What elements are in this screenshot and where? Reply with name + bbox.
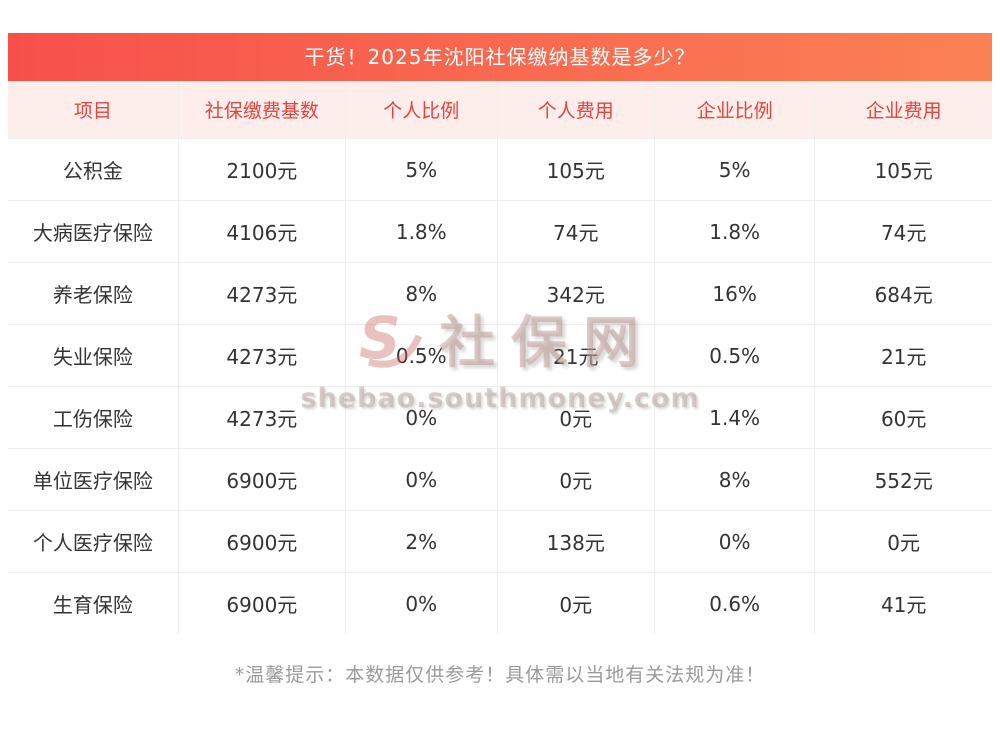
value-cell: 1.8% [653,200,816,263]
table-header-row: 项目 社保缴费基数 个人比例 个人费用 企业比例 企业费用 [7,80,993,139]
value-cell: 60元 [814,386,993,449]
value-cell: 342元 [496,262,655,325]
column-header-project: 项目 [7,80,179,139]
value-cell: 5% [344,138,498,201]
value-cell: 8% [344,262,498,325]
value-cell: 6900元 [177,572,346,635]
value-cell: 6900元 [177,448,346,511]
value-cell: 552元 [814,448,993,511]
value-cell: 138元 [496,510,655,573]
social-insurance-table: 项目 社保缴费基数 个人比例 个人费用 企业比例 企业费用 公积金 2100元 5%… [7,80,993,635]
value-cell: 0% [344,572,498,635]
value-cell: 74元 [814,200,993,263]
value-cell: 8% [653,448,816,511]
value-cell: 0元 [496,448,655,511]
value-cell: 0.5% [344,324,498,387]
value-cell: 1.4% [653,386,816,449]
table-row: 失业保险 4273元 0.5% 21元 0.5% 21元 [7,324,993,387]
value-cell: 0元 [814,510,993,573]
value-cell: 16% [653,262,816,325]
row-label-cell: 养老保险 [7,262,179,325]
value-cell: 105元 [496,138,655,201]
value-cell: 105元 [814,138,993,201]
table-row: 公积金 2100元 5% 105元 5% 105元 [7,138,993,201]
value-cell: 684元 [814,262,993,325]
value-cell: 41元 [814,572,993,635]
page-title: 干货！2025年沈阳社保缴纳基数是多少？ [304,45,696,69]
table-row: 大病医疗保险 4106元 1.8% 74元 1.8% 74元 [7,200,993,263]
column-header-personal-fee: 个人费用 [496,80,655,139]
row-label-cell: 个人医疗保险 [7,510,179,573]
value-cell: 2% [344,510,498,573]
column-header-company-ratio: 企业比例 [653,80,816,139]
title-bar: 干货！2025年沈阳社保缴纳基数是多少？ [8,33,992,81]
value-cell: 4273元 [177,262,346,325]
row-label-cell: 单位医疗保险 [7,448,179,511]
value-cell: 4273元 [177,386,346,449]
column-header-personal-ratio: 个人比例 [344,80,498,139]
row-label-cell: 公积金 [7,138,179,201]
footnote: *温馨提示：本数据仅供参考！具体需以当地有关法规为准！ [234,664,766,686]
page: 干货！2025年沈阳社保缴纳基数是多少？ 项目 社保缴费基数 个人比例 个人费用… [7,33,993,686]
row-label-cell: 大病医疗保险 [7,200,179,263]
row-label-cell: 失业保险 [7,324,179,387]
table-body: 公积金 2100元 5% 105元 5% 105元 大病医疗保险 4106元 1.8% 74元 1.… [7,138,993,635]
value-cell: 5% [653,138,816,201]
column-header-company-fee: 企业费用 [814,80,993,139]
column-header-base: 社保缴费基数 [177,80,346,139]
row-label-cell: 工伤保险 [7,386,179,449]
value-cell: 0元 [496,572,655,635]
value-cell: 0% [653,510,816,573]
table-row: 个人医疗保险 6900元 2% 138元 0% 0元 [7,510,993,573]
row-label-cell: 生育保险 [7,572,179,635]
value-cell: 4106元 [177,200,346,263]
value-cell: 2100元 [177,138,346,201]
value-cell: 74元 [496,200,655,263]
value-cell: 0% [344,448,498,511]
table-row: 单位医疗保险 6900元 0% 0元 8% 552元 [7,448,993,511]
value-cell: 0元 [496,386,655,449]
value-cell: 0.6% [653,572,816,635]
value-cell: 0.5% [653,324,816,387]
table-row: 养老保险 4273元 8% 342元 16% 684元 [7,262,993,325]
table-row: 工伤保险 4273元 0% 0元 1.4% 60元 [7,386,993,449]
value-cell: 4273元 [177,324,346,387]
value-cell: 1.8% [344,200,498,263]
value-cell: 21元 [496,324,655,387]
value-cell: 21元 [814,324,993,387]
table-row: 生育保险 6900元 0% 0元 0.6% 41元 [7,572,993,635]
value-cell: 0% [344,386,498,449]
value-cell: 6900元 [177,510,346,573]
